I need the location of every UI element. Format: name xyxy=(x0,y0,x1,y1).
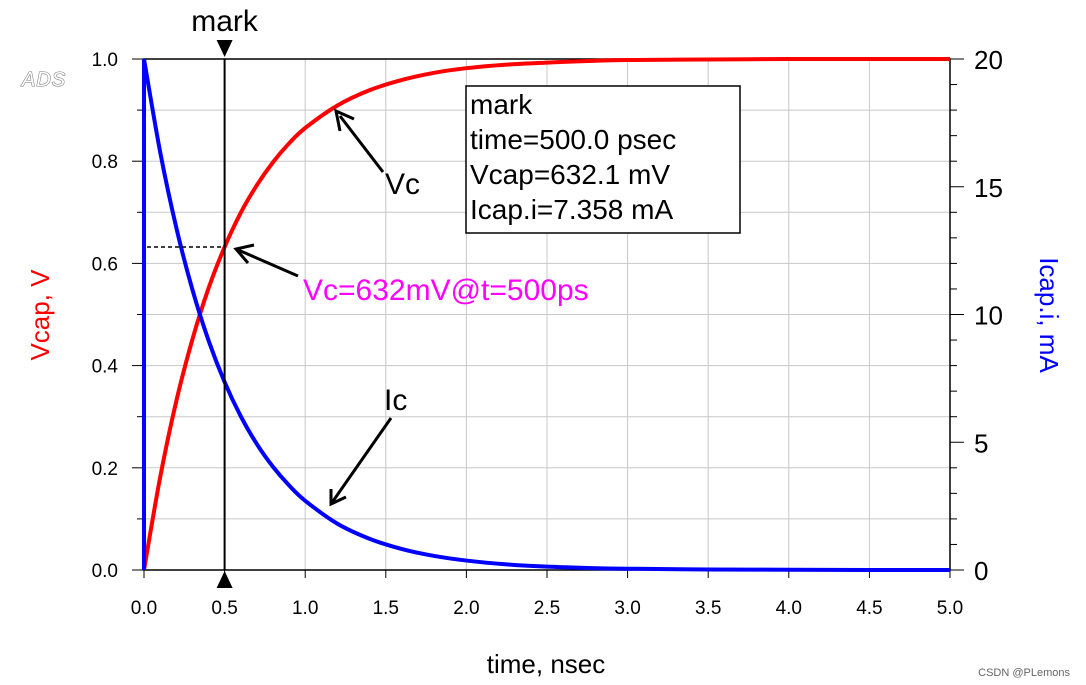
readout-line-3: Vcap=632.1 mV xyxy=(470,159,670,190)
readout-line-4: Icap.i=7.358 mA xyxy=(470,194,673,225)
marker-top-triangle[interactable] xyxy=(216,40,233,57)
y-left-tick-label: 0.0 xyxy=(92,561,118,582)
readout-line-2: time=500.0 psec xyxy=(470,124,676,155)
y-left-tick-label: 0.8 xyxy=(92,152,118,173)
readout-line-1: mark xyxy=(470,89,533,120)
marker-bottom-triangle[interactable] xyxy=(216,571,233,588)
marker[interactable]: mark xyxy=(147,5,259,588)
y-right-tick-label: 5 xyxy=(974,428,988,458)
series-icap-i xyxy=(142,58,951,573)
y-left-tick-label: 0.6 xyxy=(92,254,118,275)
y-axis-title-left: Vcap, V xyxy=(25,269,55,361)
vc-annotation: Vc xyxy=(333,108,420,201)
vc-arrowhead xyxy=(333,108,355,132)
x-tick-label: 4.5 xyxy=(856,598,882,619)
marker-label: mark xyxy=(191,5,259,38)
ic-label: Ic xyxy=(384,384,407,417)
y-right-tick-label: 10 xyxy=(974,301,1003,331)
y-left-tick-label: 1.0 xyxy=(92,50,118,71)
marker-readout-box: mark time=500.0 psec Vcap=632.1 mV Icap.… xyxy=(465,85,741,234)
y-right-tick-label: 15 xyxy=(974,173,1003,203)
x-tick-label: 1.5 xyxy=(373,598,399,619)
point-annotation: Vc=632mV@t=500ps xyxy=(233,243,589,307)
series-layer xyxy=(142,56,951,573)
series-line xyxy=(142,56,950,571)
x-tick-label: 0.0 xyxy=(131,598,157,619)
x-tick-label: 2.0 xyxy=(453,598,479,619)
point-arrow xyxy=(235,247,299,278)
point-label: Vc=632mV@t=500ps xyxy=(303,274,589,307)
x-tick-label: 3.5 xyxy=(695,598,721,619)
x-tick-label: 1.0 xyxy=(292,598,318,619)
x-axis-title: time, nsec xyxy=(487,649,606,679)
y-left-tick-label: 0.2 xyxy=(92,459,118,480)
y-left-tick-label: 0.4 xyxy=(92,357,119,378)
y-axis-title-right: Icap.i, mA xyxy=(1034,257,1064,373)
ic-arrow xyxy=(329,417,393,505)
y-right-tick-label: 0 xyxy=(974,556,988,586)
point-arrowhead xyxy=(233,243,255,264)
vc-label: Vc xyxy=(385,168,420,201)
x-tick-label: 3.0 xyxy=(614,598,640,619)
axis-ticks xyxy=(132,58,964,578)
x-tick-label: 2.5 xyxy=(534,598,560,619)
x-tick-label: 5.0 xyxy=(937,598,963,619)
x-tick-label: 0.5 xyxy=(211,598,237,619)
x-tick-label: 4.0 xyxy=(776,598,802,619)
vc-arrow xyxy=(338,115,385,173)
ads-logo: ADS xyxy=(21,69,66,91)
ic-annotation: Ic xyxy=(329,384,407,507)
watermark: CSDN @PLemons xyxy=(978,667,1070,679)
series-line xyxy=(142,58,951,573)
series-vcap xyxy=(142,56,951,571)
ic-arrowhead xyxy=(329,489,347,507)
y-right-tick-label: 20 xyxy=(974,45,1003,75)
axis-tick-labels: 0.0 0.5 1.0 1.5 2.0 2.5 3.0 3.5 4.0 4.5 5.0 0.0 0.2 0… xyxy=(92,45,1003,619)
